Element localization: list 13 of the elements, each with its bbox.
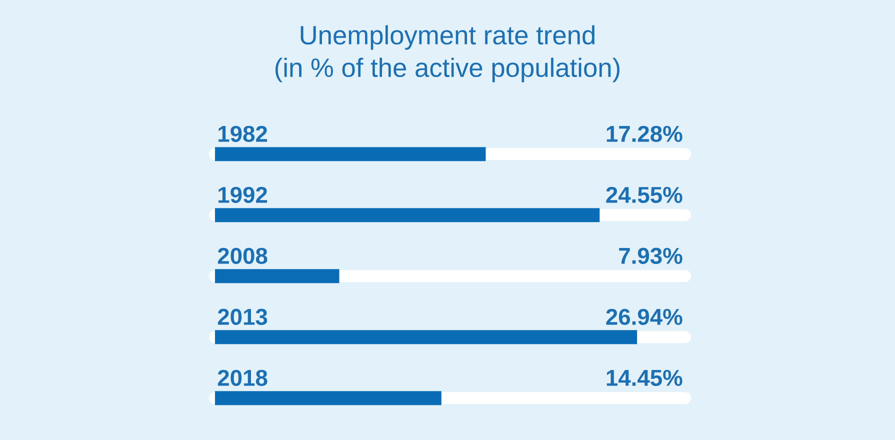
data-label: 14.45% xyxy=(606,370,682,386)
y-tick-label: 2013 xyxy=(218,308,268,325)
data-label: 24.55% xyxy=(606,186,682,203)
chart-subtitle: (in % of the active population) xyxy=(275,58,620,82)
data-label: 26.94% xyxy=(606,308,682,325)
y-tick-label: 2018 xyxy=(218,370,268,386)
bar xyxy=(215,269,340,284)
y-tick-label: 1992 xyxy=(218,186,268,203)
y-tick-label: 1982 xyxy=(218,126,268,142)
data-label: 7.93% xyxy=(619,248,682,264)
y-tick-label: 2008 xyxy=(218,248,268,264)
chart-title: Unemployment rate trend xyxy=(300,25,594,50)
data-label: 17.28% xyxy=(606,126,682,142)
